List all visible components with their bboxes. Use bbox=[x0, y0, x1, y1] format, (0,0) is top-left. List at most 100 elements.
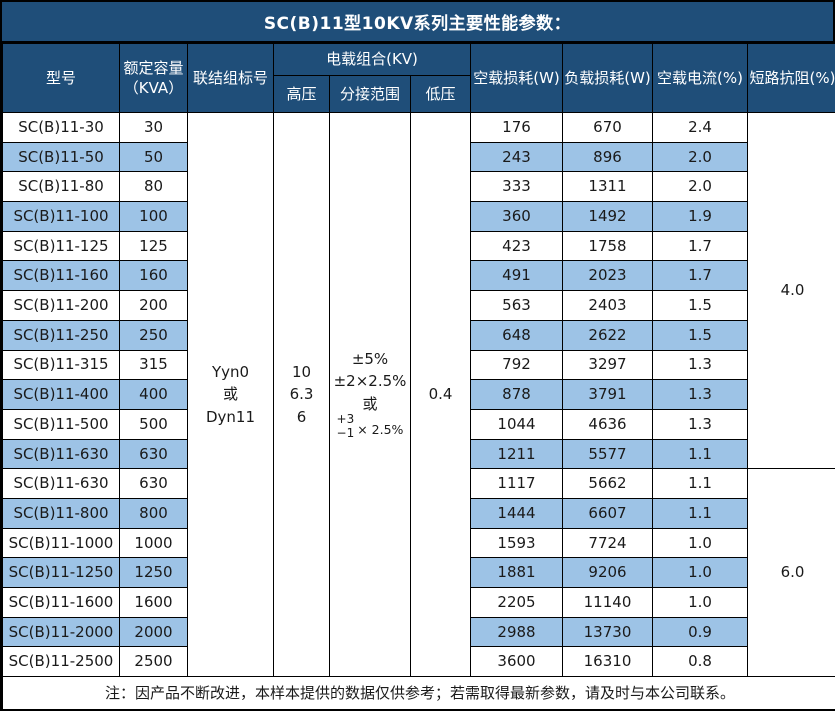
no-load-current-cell: 1.3 bbox=[652, 379, 748, 410]
hv-cell: 10 6.3 6 bbox=[273, 111, 330, 678]
capacity-cell: 2000 bbox=[119, 616, 188, 648]
table-header: 型号 额定容量 （KVA） 联结组标号 电载组合(KV) 空载损耗(W) 负载损… bbox=[2, 43, 835, 113]
capacity-cell: 1600 bbox=[119, 587, 188, 618]
load-loss-cell: 670 bbox=[562, 112, 653, 143]
table-row: SC(B)11-250 250 648 2622 1.5 bbox=[2, 319, 835, 351]
header-tap-range: 分接范围 bbox=[329, 75, 411, 113]
model-cell: SC(B)11-200 bbox=[2, 290, 120, 321]
capacity-cell: 30 bbox=[119, 112, 188, 143]
tap-range-line: ±2×2.5% bbox=[333, 372, 407, 391]
model-cell: SC(B)11-250 bbox=[2, 319, 120, 351]
vector-group-line: Yyn0 bbox=[211, 362, 250, 381]
no-load-loss-cell: 792 bbox=[470, 349, 563, 381]
tap-fraction: +3 −1 × 2.5% bbox=[331, 413, 410, 441]
table-body: SC(B)11-30 30 Yyn0 或 Dyn11 10 6.3 6 ±5% ±2×2.5% 或 +… bbox=[2, 111, 835, 678]
load-loss-cell: 2403 bbox=[562, 290, 653, 321]
no-load-current-cell: 1.1 bbox=[652, 468, 748, 499]
model-cell: SC(B)11-50 bbox=[2, 141, 120, 173]
model-cell: SC(B)11-1000 bbox=[2, 527, 120, 559]
table-row: SC(B)11-630 630 1211 5577 1.1 bbox=[2, 438, 835, 470]
no-load-loss-cell: 360 bbox=[470, 201, 563, 232]
no-load-current-cell: 0.8 bbox=[652, 646, 748, 678]
vector-group-cell: Yyn0 或 Dyn11 bbox=[187, 111, 274, 678]
tap-range-line: ±5% bbox=[351, 349, 389, 368]
model-cell: SC(B)11-630 bbox=[2, 468, 120, 499]
capacity-cell: 400 bbox=[119, 379, 188, 410]
model-cell: SC(B)11-800 bbox=[2, 497, 120, 529]
no-load-current-cell: 1.7 bbox=[652, 230, 748, 262]
load-loss-cell: 3297 bbox=[562, 349, 653, 381]
load-loss-cell: 1492 bbox=[562, 201, 653, 232]
capacity-cell: 630 bbox=[119, 468, 188, 499]
model-cell: SC(B)11-160 bbox=[2, 260, 120, 292]
capacity-cell: 630 bbox=[119, 438, 188, 470]
header-capacity: 额定容量 （KVA） bbox=[119, 43, 188, 113]
header-vector-group: 联结组标号 bbox=[187, 43, 274, 113]
capacity-cell: 80 bbox=[119, 171, 188, 203]
header-lv: 低压 bbox=[410, 75, 471, 113]
model-cell: SC(B)11-630 bbox=[2, 438, 120, 470]
model-cell: SC(B)11-30 bbox=[2, 112, 120, 143]
tap-range-cell: ±5% ±2×2.5% 或 +3 −1 × 2.5% bbox=[329, 111, 411, 678]
capacity-cell: 1000 bbox=[119, 527, 188, 559]
capacity-cell: 1250 bbox=[119, 557, 188, 588]
no-load-loss-cell: 333 bbox=[470, 171, 563, 203]
no-load-loss-cell: 563 bbox=[470, 290, 563, 321]
model-cell: SC(B)11-500 bbox=[2, 408, 120, 440]
model-cell: SC(B)11-100 bbox=[2, 201, 120, 232]
no-load-current-cell: 1.1 bbox=[652, 438, 748, 470]
load-loss-cell: 5662 bbox=[562, 468, 653, 499]
load-loss-cell: 9206 bbox=[562, 557, 653, 588]
load-loss-cell: 6607 bbox=[562, 497, 653, 529]
footnote: 注：因产品不断改进，本样本提供的数据仅供参考；若需取得最新参数，请及时与本公司联… bbox=[2, 676, 835, 711]
table-row: SC(B)11-125 125 423 1758 1.7 bbox=[2, 230, 835, 262]
no-load-loss-cell: 176 bbox=[470, 112, 563, 143]
load-loss-cell: 896 bbox=[562, 141, 653, 173]
table-row: SC(B)11-500 500 1044 4636 1.3 bbox=[2, 408, 835, 440]
impedance-cell: 6.0 bbox=[747, 468, 835, 678]
lv-cell: 0.4 bbox=[410, 111, 471, 678]
header-capacity-line1: 额定容量 bbox=[123, 58, 184, 77]
load-loss-cell: 5577 bbox=[562, 438, 653, 470]
no-load-current-cell: 2.0 bbox=[652, 171, 748, 203]
no-load-current-cell: 1.5 bbox=[652, 319, 748, 351]
hv-line: 6 bbox=[296, 407, 307, 426]
header-model: 型号 bbox=[2, 43, 120, 113]
capacity-cell: 315 bbox=[119, 349, 188, 381]
hv-line: 10 bbox=[291, 362, 312, 381]
table-row: SC(B)11-1250 1250 1881 9206 1.0 bbox=[2, 557, 835, 588]
load-loss-cell: 1758 bbox=[562, 230, 653, 262]
tap-fraction-top: +3 bbox=[336, 412, 355, 427]
table-row: SC(B)11-30 30 Yyn0 或 Dyn11 10 6.3 6 ±5% ±2×2.5% 或 +… bbox=[2, 111, 835, 678]
capacity-cell: 160 bbox=[119, 260, 188, 292]
no-load-loss-cell: 878 bbox=[470, 379, 563, 410]
no-load-current-cell: 1.3 bbox=[652, 349, 748, 381]
load-loss-cell: 3791 bbox=[562, 379, 653, 410]
no-load-current-cell: 2.4 bbox=[652, 112, 748, 143]
header-hv: 高压 bbox=[273, 75, 330, 113]
no-load-current-cell: 2.0 bbox=[652, 141, 748, 173]
table-row: SC(B)11-200 200 563 2403 1.5 bbox=[2, 290, 835, 321]
header-capacity-line2: （KVA） bbox=[123, 79, 184, 97]
table-row: SC(B)11-80 80 333 1311 2.0 bbox=[2, 171, 835, 203]
tap-fraction-suffix: × 2.5% bbox=[357, 422, 404, 438]
table-row: SC(B)11-100 100 360 1492 1.9 bbox=[2, 201, 835, 232]
tap-fraction-stack: +3 −1 bbox=[337, 413, 355, 441]
header-no-load-current: 空载电流(%) bbox=[652, 43, 748, 113]
header-no-load-loss: 空载损耗(W) bbox=[470, 43, 563, 113]
capacity-cell: 800 bbox=[119, 497, 188, 529]
table-row: SC(B)11-1600 1600 2205 11140 1.0 bbox=[2, 587, 835, 618]
table-title: SC(B)11型10KV系列主要性能参数： bbox=[2, 2, 833, 43]
impedance-cell: 4.0 bbox=[747, 111, 835, 470]
load-loss-cell: 7724 bbox=[562, 527, 653, 559]
vector-group-line: 或 bbox=[222, 385, 238, 404]
model-cell: SC(B)11-315 bbox=[2, 349, 120, 381]
load-loss-cell: 2622 bbox=[562, 319, 653, 351]
load-loss-cell: 16310 bbox=[562, 646, 653, 678]
no-load-current-cell: 1.3 bbox=[652, 408, 748, 440]
header-voltage-group: 电载组合(KV) bbox=[273, 43, 471, 76]
model-cell: SC(B)11-2500 bbox=[2, 646, 120, 678]
no-load-loss-cell: 1593 bbox=[470, 527, 563, 559]
model-cell: SC(B)11-80 bbox=[2, 171, 120, 203]
hv-line: 6.3 bbox=[289, 385, 314, 404]
